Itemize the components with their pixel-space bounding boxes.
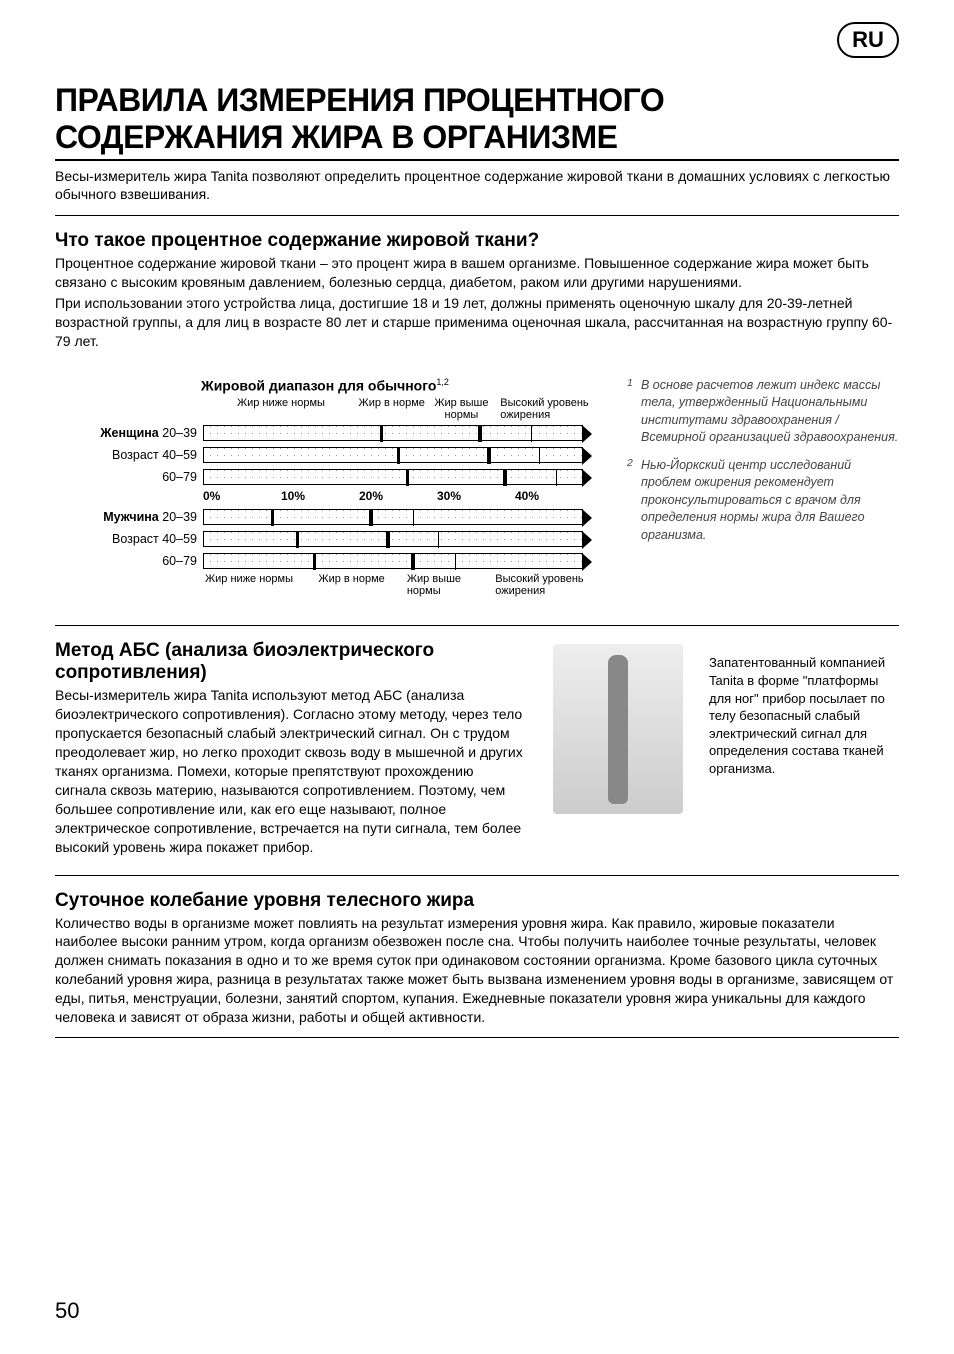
chart-axis: 0%10% 20%30% 40% [203,489,593,503]
daily-title: Суточное колебание уровня телесного жира [55,890,899,912]
divider [55,625,899,626]
chart-row: Возраст 40–59 [55,445,595,465]
chart-caption: Жировой диапазон для обычного1,2 [55,377,595,394]
daily-body: Количество воды в организме может повлия… [55,914,899,1027]
bia-illustration [553,644,683,814]
bia-caption: Запатентованный компанией Tanita в форме… [709,636,899,856]
chart-bottom-legend: Жир ниже нормы Жир в норме Жир выше норм… [205,573,601,597]
chart-row: Возраст 40–59 [55,529,595,549]
chart-footnotes: 1В основе расчетов лежит индекс массы те… [627,377,899,598]
bia-body: Весы-измеритель жира Tanita используют м… [55,686,527,856]
divider [55,1037,899,1038]
page-number: 50 [55,1298,79,1324]
fat-range-chart: Жировой диапазон для обычного1,2 Жир ниж… [55,377,595,598]
chart-row: Мужчина 20–39 [55,507,595,527]
bia-title: Метод АБС (анализа биоэлектрического соп… [55,640,527,684]
intro-text: Весы-измеритель жира Tanita позволяют оп… [55,167,899,203]
language-badge: RU [837,22,899,58]
divider [55,215,899,216]
page-title: ПРАВИЛА ИЗМЕРЕНИЯ ПРОЦЕНТНОГО СОДЕРЖАНИЯ… [55,82,899,161]
divider [55,875,899,876]
chart-top-legend: Жир ниже нормы Жир в норме Жир выше норм… [205,397,595,421]
chart-row: Женщина 20–39 [55,423,595,443]
section-what-is-body2: При использовании этого устройства лица,… [55,294,899,351]
section-what-is-body1: Процентное содержание жировой ткани – эт… [55,254,899,292]
chart-row: 60–79 [55,467,595,487]
section-what-is-title: Что такое процентное содержание жировой … [55,230,899,252]
chart-row: 60–79 [55,551,595,571]
